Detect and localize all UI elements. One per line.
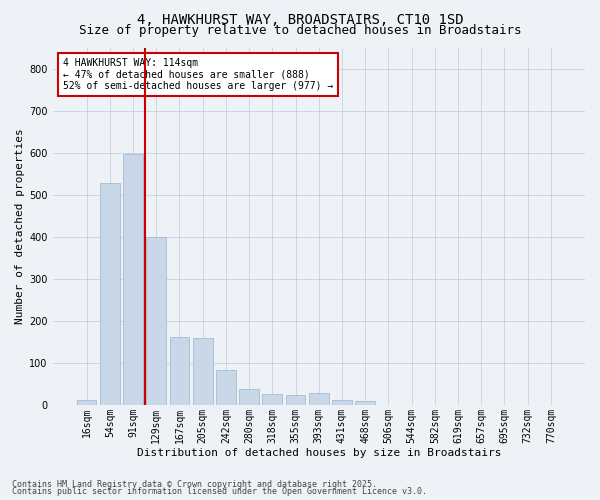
Text: 4, HAWKHURST WAY, BROADSTAIRS, CT10 1SD: 4, HAWKHURST WAY, BROADSTAIRS, CT10 1SD [137,12,463,26]
Bar [77,400,97,406]
Text: Contains public sector information licensed under the Open Government Licence v3: Contains public sector information licen… [12,487,427,496]
Bar [286,395,305,406]
Bar [123,154,143,406]
Text: Contains HM Land Registry data © Crown copyright and database right 2025.: Contains HM Land Registry data © Crown c… [12,480,377,489]
Bar [100,184,119,406]
Bar [239,390,259,406]
Text: Size of property relative to detached houses in Broadstairs: Size of property relative to detached ho… [79,24,521,37]
Bar [355,401,375,406]
Y-axis label: Number of detached properties: Number of detached properties [15,128,25,324]
Bar [170,337,190,406]
Bar [309,392,329,406]
Bar [216,370,236,406]
Bar [332,400,352,406]
Bar [193,338,212,406]
Text: 4 HAWKHURST WAY: 114sqm
← 47% of detached houses are smaller (888)
52% of semi-d: 4 HAWKHURST WAY: 114sqm ← 47% of detache… [63,58,334,92]
Bar [146,237,166,406]
X-axis label: Distribution of detached houses by size in Broadstairs: Distribution of detached houses by size … [137,448,501,458]
Bar [262,394,282,406]
